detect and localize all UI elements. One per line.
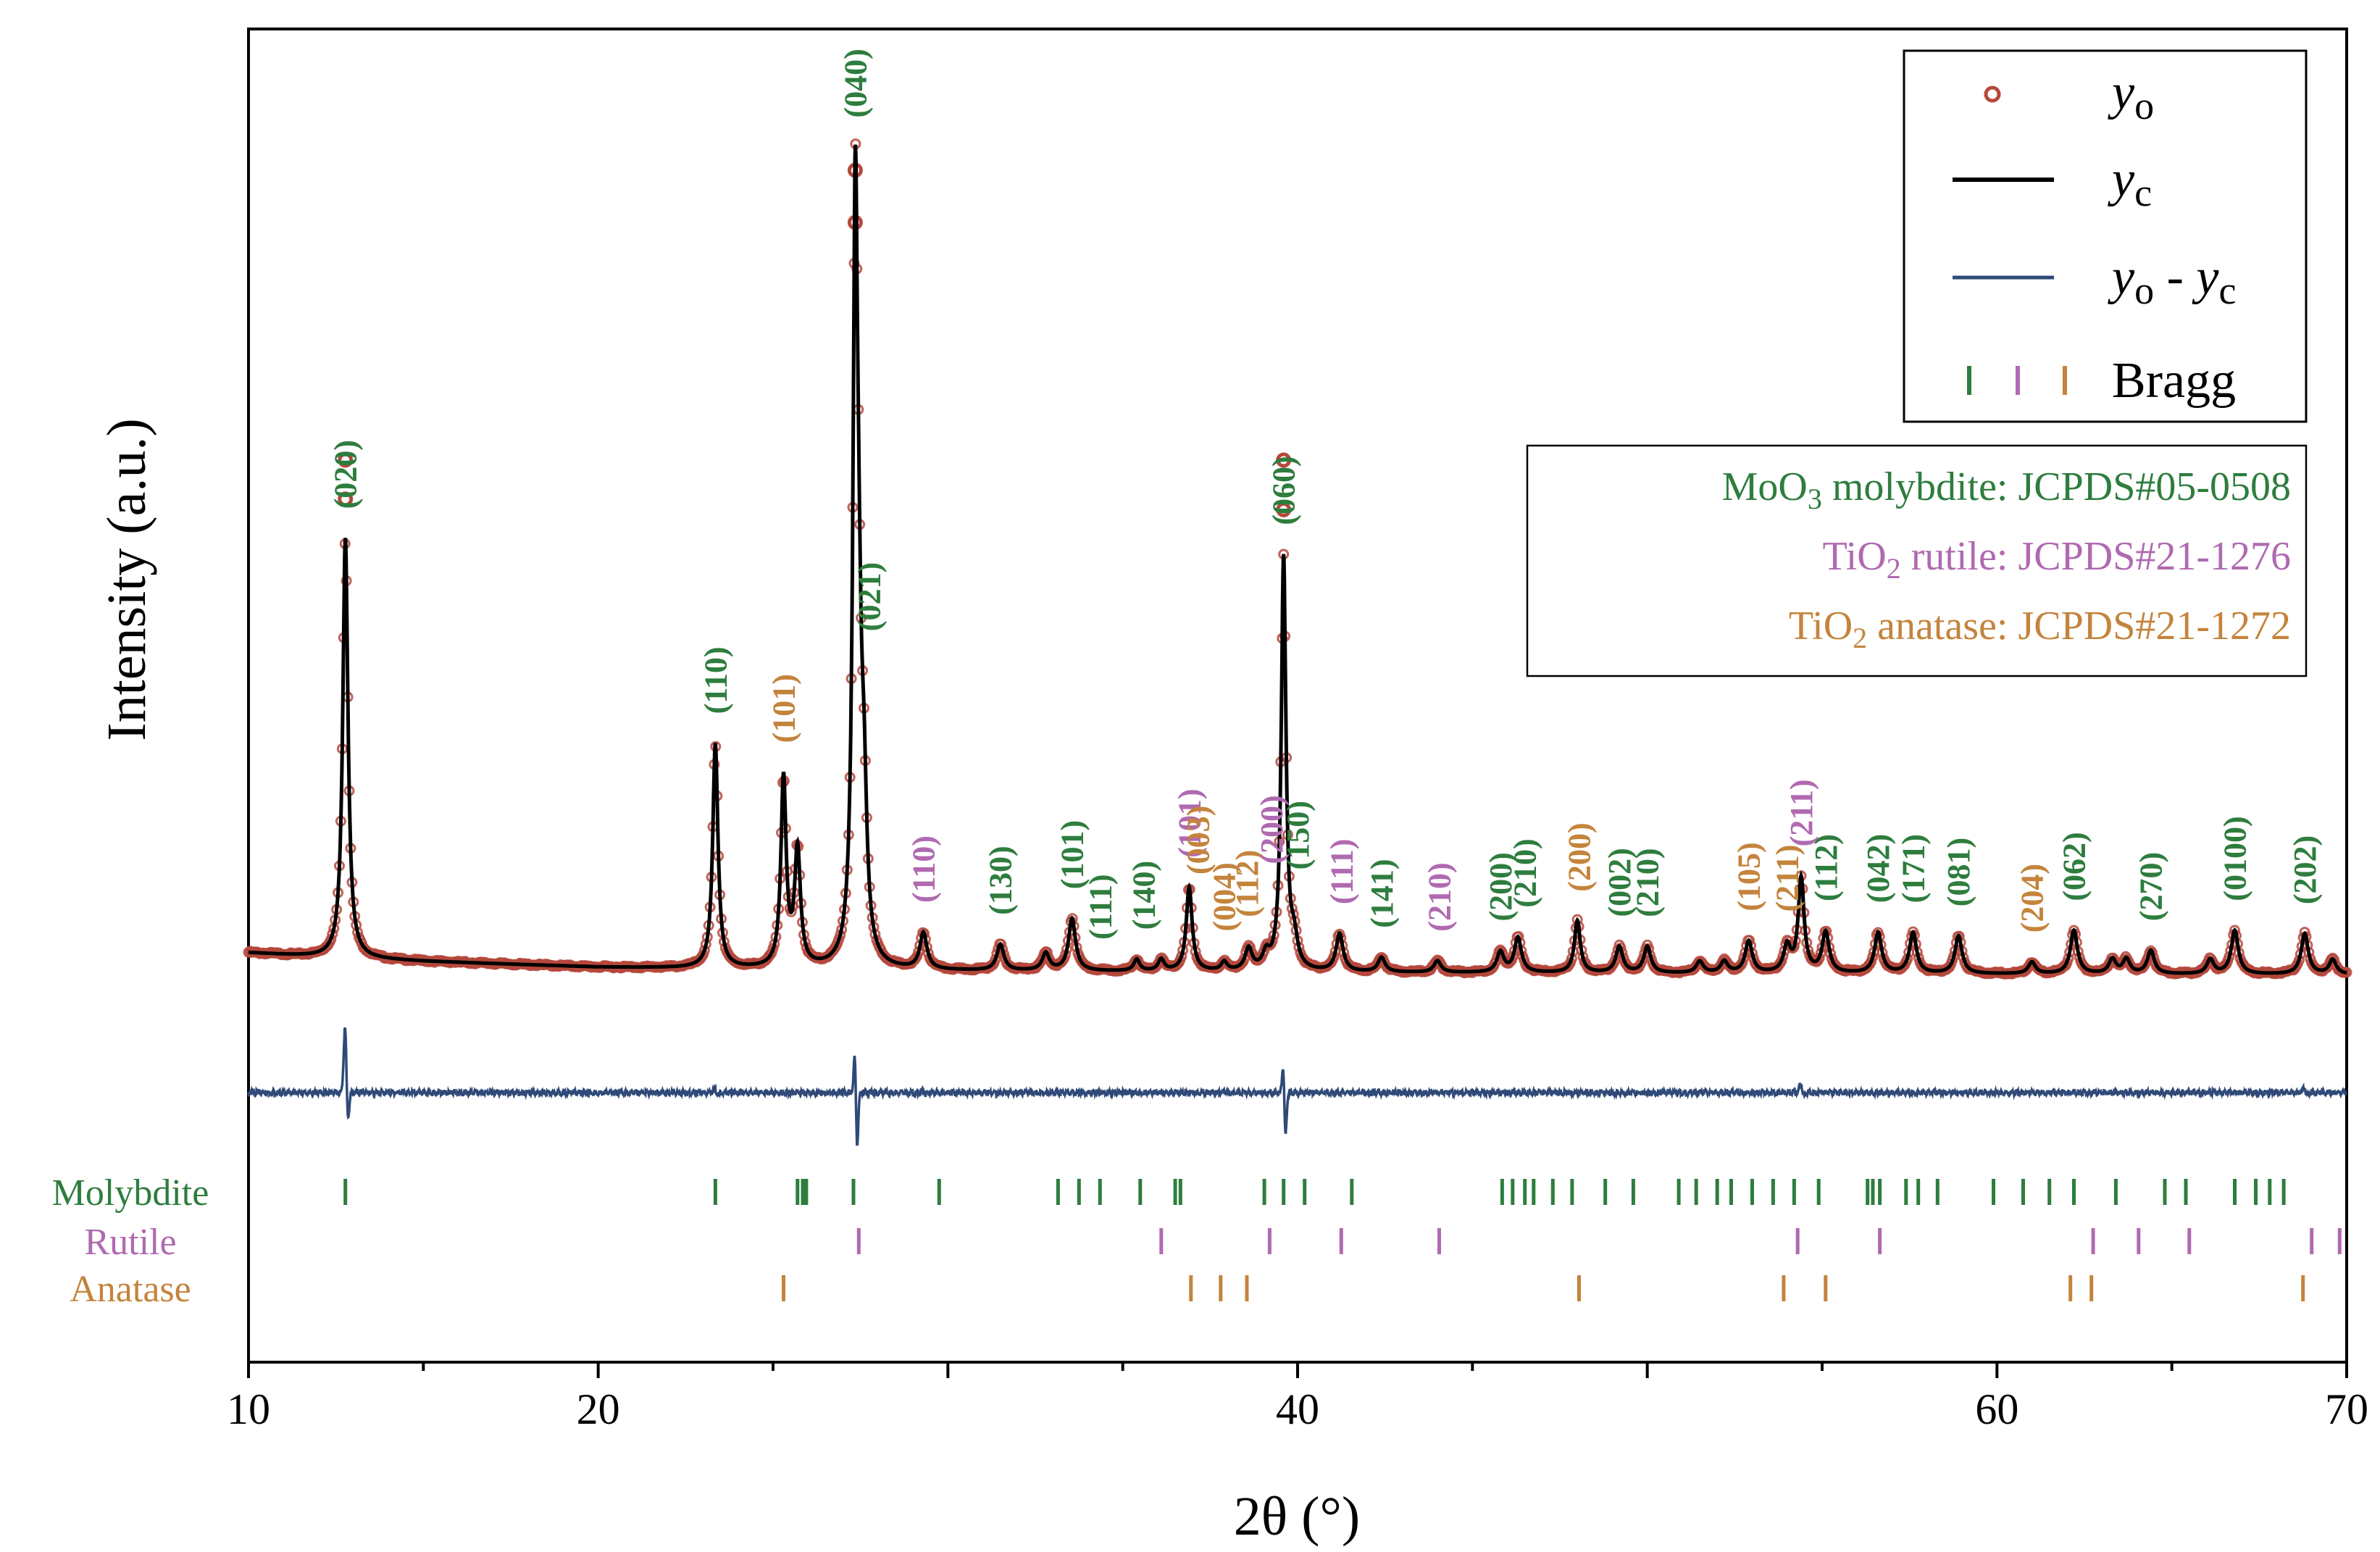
peak-label-molybdite: (062) xyxy=(2057,832,2092,901)
peak-label-molybdite: (171) xyxy=(1896,834,1932,903)
bragg-row-label-rutile: Rutile xyxy=(84,1222,176,1263)
peak-label-molybdite: (040) xyxy=(838,49,873,117)
bragg-row-labels: Molybdite Rutile Anatase xyxy=(52,1172,209,1310)
peak-label-molybdite: (270) xyxy=(2134,852,2169,921)
peak-label-molybdite: (140) xyxy=(1127,861,1162,930)
peak-label-molybdite: (021) xyxy=(852,562,888,631)
legend: yo yc yo - yc Bragg xyxy=(1903,49,2308,423)
x-tick-label: 20 xyxy=(577,1385,620,1433)
peak-label-anatase: (105) xyxy=(1732,842,1767,911)
peak-label-molybdite: (081) xyxy=(1941,838,1976,906)
legend-box xyxy=(1903,49,2308,423)
peak-label-molybdite: (150) xyxy=(1280,801,1316,869)
peak-label-anatase: (200) xyxy=(1562,822,1598,891)
peak-label-rutile: (110) xyxy=(906,835,942,903)
peak-label-molybdite: (210) xyxy=(1630,848,1666,917)
peak-label-molybdite: (141) xyxy=(1364,859,1400,927)
x-tick-label: 40 xyxy=(1276,1385,1319,1433)
x-axis-title: 2θ (°) xyxy=(1234,1486,1360,1547)
peak-label-molybdite: (112) xyxy=(1808,834,1844,901)
peak-label-anatase: (101) xyxy=(767,674,802,743)
x-tick-label: 70 xyxy=(2325,1385,2368,1433)
bragg-ticks xyxy=(343,1179,2342,1301)
legend-difference-label: yo - yc xyxy=(2108,249,2236,312)
x-axis: 10 20 40 60 70 xyxy=(227,1362,2368,1433)
peak-label-anatase: (204) xyxy=(2015,864,2050,933)
peak-label-molybdite: (130) xyxy=(983,846,1019,914)
bragg-row-label-molybdite: Molybdite xyxy=(52,1172,209,1214)
peak-label-molybdite: (210) xyxy=(1508,838,1543,907)
y-axis-title: Intensity (a.u.) xyxy=(96,418,157,740)
peak-label-molybdite: (020) xyxy=(328,440,364,509)
peak-label-rutile: (111) xyxy=(1324,839,1359,904)
peak-label-molybdite: (110) xyxy=(698,647,733,714)
peak-label-rutile: (210) xyxy=(1422,862,1458,931)
peak-label-molybdite: (111) xyxy=(1082,874,1118,939)
x-tick-label: 60 xyxy=(1975,1385,2018,1433)
legend-bragg-label: Bragg xyxy=(2112,353,2236,409)
x-tick-label: 10 xyxy=(227,1385,270,1433)
reference-molybdite: MoO3 molybdite: JCPDS#05-0508 xyxy=(1722,464,2291,515)
difference-series xyxy=(247,1027,2347,1146)
peak-label-anatase: (211) xyxy=(1770,845,1805,912)
peak-label-molybdite: (042) xyxy=(1861,834,1896,903)
peak-label-molybdite: (202) xyxy=(2287,835,2323,904)
peak-label-molybdite: (0100) xyxy=(2218,816,2253,901)
peak-label-molybdite: (060) xyxy=(1266,456,1302,525)
bragg-row-label-anatase: Anatase xyxy=(70,1269,191,1310)
difference-curve xyxy=(247,1027,2347,1146)
